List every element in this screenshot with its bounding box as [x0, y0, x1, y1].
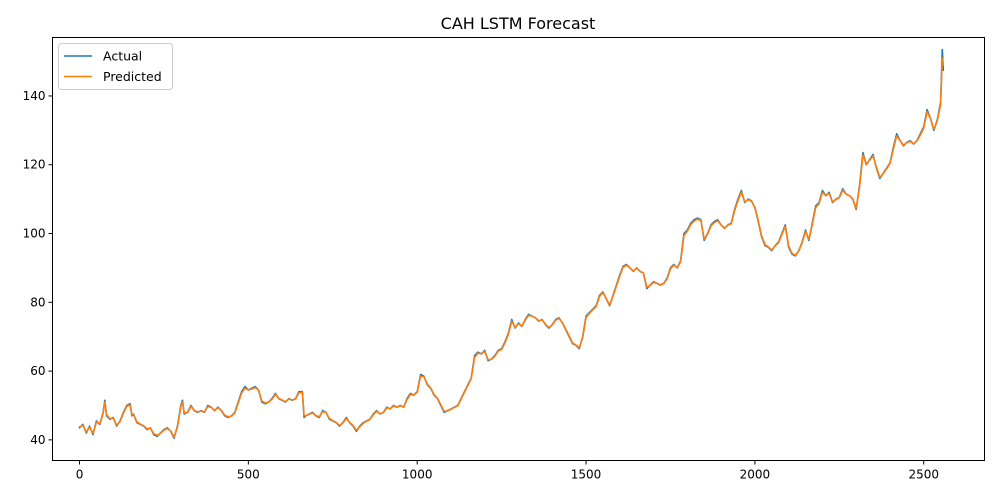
plot-area — [78, 48, 945, 439]
y-tick-label: 60 — [30, 364, 45, 378]
y-tick-label: 80 — [30, 295, 45, 309]
legend-actual-label: Actual — [103, 49, 142, 64]
x-tick-label: 1000 — [402, 468, 433, 482]
y-tick-label: 40 — [30, 433, 45, 447]
x-tick-label: 1500 — [571, 468, 602, 482]
y-tick-label: 120 — [23, 158, 46, 172]
x-tick-label: 0 — [76, 468, 84, 482]
y-axis: 40 60 80 100 120 140 — [23, 89, 53, 447]
x-tick-label: 2500 — [908, 468, 939, 482]
y-tick-label: 100 — [23, 227, 46, 241]
x-tick-label: 500 — [237, 468, 260, 482]
legend-box — [58, 43, 173, 90]
legend: Actual Predicted — [58, 43, 173, 90]
x-axis: 0 500 1000 1500 2000 2500 — [76, 460, 939, 482]
series-line-predicted — [78, 57, 945, 438]
axes-frame — [52, 37, 985, 461]
legend-predicted-label: Predicted — [103, 69, 162, 84]
x-tick-label: 2000 — [740, 468, 771, 482]
y-tick-label: 140 — [23, 89, 46, 103]
chart-title: CAH LSTM Forecast — [441, 14, 596, 33]
